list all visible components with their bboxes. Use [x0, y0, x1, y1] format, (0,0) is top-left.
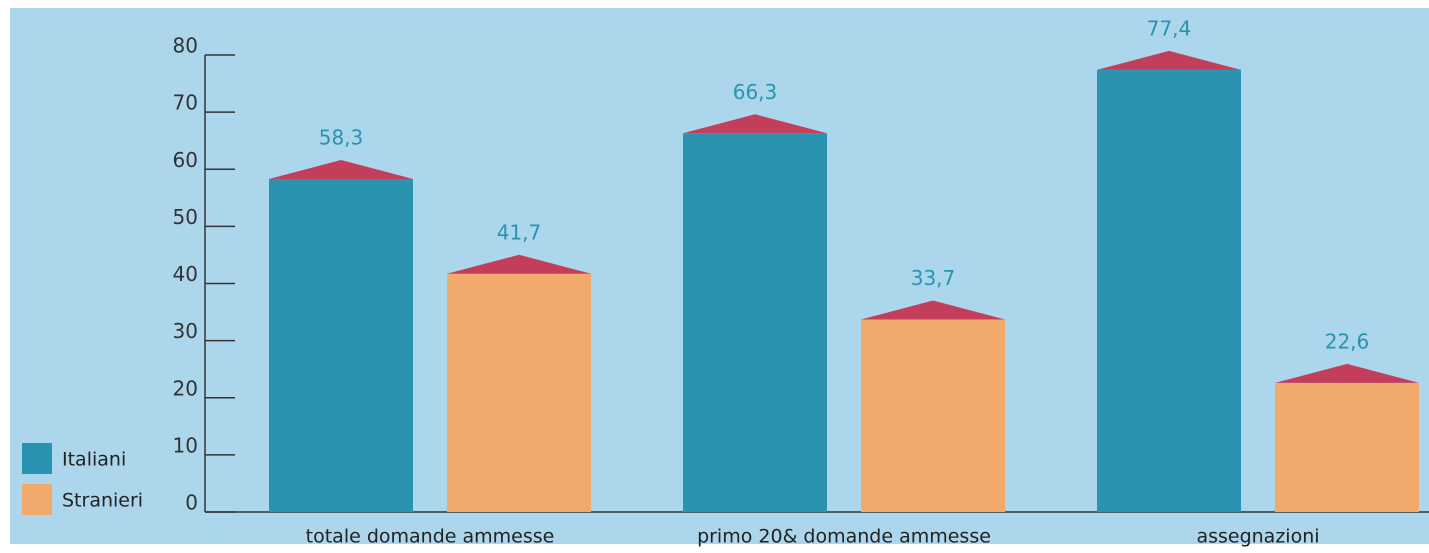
bar [447, 273, 591, 512]
x-tick-label: assegnazioni [1196, 526, 1319, 548]
y-tick-label: 10 [173, 433, 198, 457]
y-tick-label: 50 [173, 205, 198, 229]
y-tick-label: 30 [173, 319, 198, 343]
bar [1097, 69, 1241, 512]
legend-label: Stranieri [62, 490, 143, 512]
bar-cap [683, 114, 827, 134]
y-tick-label: 80 [173, 34, 198, 58]
value-label: 77,4 [1147, 16, 1192, 40]
bar-cap [269, 159, 413, 179]
x-tick-label: totale domande ammesse [306, 526, 555, 548]
value-label: 58,3 [319, 125, 364, 149]
legend-swatch [22, 484, 52, 515]
bar [683, 133, 827, 513]
bar [1275, 382, 1419, 512]
y-tick-label: 60 [173, 148, 198, 172]
y-tick-label: 20 [173, 376, 198, 400]
bar [269, 178, 413, 512]
y-tick-label: 0 [185, 491, 198, 515]
bar [861, 319, 1005, 512]
value-label: 33,7 [911, 266, 956, 290]
bar-cap [1097, 50, 1241, 70]
bar-cap [447, 254, 591, 274]
x-tick-label: primo 20& domande ammesse [697, 526, 991, 548]
value-label: 66,3 [733, 80, 778, 104]
legend-swatch [22, 443, 52, 474]
y-tick-label: 70 [173, 91, 198, 115]
bar-cap [861, 300, 1005, 320]
legend-label: Italiani [62, 449, 126, 471]
y-tick-label: 40 [173, 262, 198, 286]
value-label: 22,6 [1325, 329, 1370, 353]
bar-cap [1275, 363, 1419, 383]
value-label: 41,7 [497, 220, 542, 244]
